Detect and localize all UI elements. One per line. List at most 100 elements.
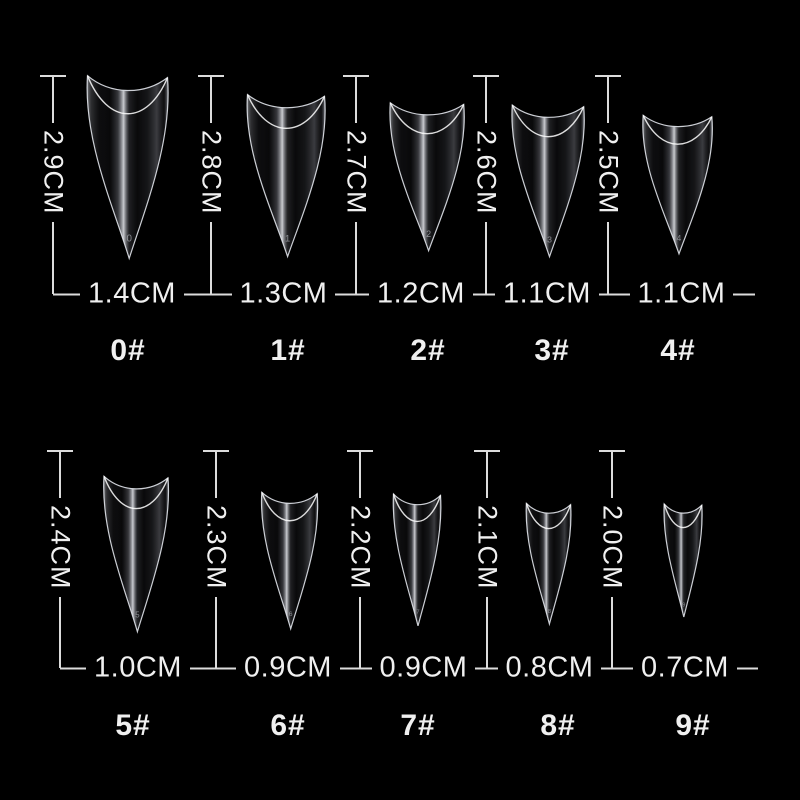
measure-tick	[40, 75, 66, 77]
length-measure-2: 2.7CM	[341, 75, 372, 294]
width-label: 1.1CM	[637, 277, 726, 310]
size-label-0: 0#	[110, 334, 146, 367]
width-measure-1: 1.3CM	[211, 277, 357, 310]
nail-well-rim	[248, 95, 325, 129]
measure-line-segment	[601, 667, 613, 669]
length-label: 2.8CM	[196, 130, 227, 215]
nail-tip-body	[526, 503, 571, 624]
width-label: 1.0CM	[94, 651, 182, 684]
measure-line-segment	[607, 221, 609, 294]
width-label: 0.7CM	[641, 651, 729, 684]
length-measure-3: 2.6CM	[471, 75, 502, 294]
width-label: 1.3CM	[239, 277, 328, 310]
measure-line-segment	[598, 293, 609, 295]
measure-line-segment	[487, 667, 498, 669]
length-measure-0: 2.9CM	[38, 75, 69, 294]
size-label-7: 7#	[400, 709, 436, 742]
nail-tip-body	[247, 95, 325, 257]
measure-tick	[599, 450, 625, 452]
measure-line-segment	[339, 667, 361, 669]
nail-tip-photo-9: 9	[663, 498, 703, 618]
measure-tick	[473, 75, 499, 77]
width-label: 0.9CM	[244, 651, 332, 684]
measure-tick	[343, 75, 369, 77]
measure-line-segment	[485, 221, 487, 294]
mold-digit: 0	[126, 234, 132, 245]
measure-line-segment	[53, 293, 81, 295]
nail-tip-body	[642, 115, 712, 254]
width-measure-2: 1.2CM	[356, 279, 487, 309]
length-label: 2.6CM	[471, 130, 502, 215]
length-label: 2.9CM	[38, 130, 69, 215]
measure-line-segment	[183, 293, 212, 295]
measure-line-segment	[472, 293, 487, 295]
width-measure-3: 1.1CM	[486, 277, 609, 310]
nail-well-rim	[394, 494, 441, 521]
nail-well-rim	[526, 503, 570, 528]
length-measure-8: 2.1CM	[472, 450, 503, 668]
measure-line-segment	[335, 293, 357, 295]
measure-line-segment	[360, 667, 372, 669]
measure-line-segment	[611, 596, 613, 668]
measure-line-segment	[736, 667, 759, 669]
measure-line-segment	[215, 596, 217, 668]
size-label-8: 8#	[540, 709, 576, 742]
nail-tip-photo-4: 4	[641, 108, 714, 255]
measure-line-segment	[210, 77, 212, 123]
length-label: 2.1CM	[472, 505, 503, 590]
width-label: 1.1CM	[503, 277, 591, 310]
length-label: 2.4CM	[45, 505, 76, 590]
measure-line-segment	[216, 667, 237, 669]
measure-line-segment	[486, 452, 488, 498]
nail-tip-photo-1: 1	[245, 86, 327, 258]
measure-line-segment	[211, 293, 232, 295]
size-label-6: 6#	[270, 709, 306, 742]
measure-line-segment	[210, 221, 212, 294]
mold-digit: 9	[682, 603, 685, 609]
nail-tip-body	[393, 494, 441, 626]
length-label: 2.7CM	[341, 130, 372, 215]
measure-line-segment	[52, 221, 54, 294]
nail-tip-body	[664, 504, 702, 617]
mold-digit: 8	[547, 609, 550, 615]
size-label-4: 4#	[660, 334, 696, 367]
nail-tip-photo-2: 2	[388, 95, 466, 252]
measure-line-segment	[608, 293, 630, 295]
nail-tip-photo-0: 0	[85, 66, 170, 260]
mold-digit: 4	[676, 233, 681, 243]
measure-line-segment	[486, 596, 488, 668]
nail-well-rim	[87, 76, 167, 114]
measure-line-segment	[359, 452, 361, 498]
measure-line-segment	[733, 293, 756, 295]
width-measure-4: 1.1CM	[608, 277, 756, 310]
size-label-9: 9#	[675, 709, 711, 742]
width-label: 1.4CM	[88, 277, 176, 310]
measure-tick	[474, 450, 500, 452]
width-measure-8: 0.8CM	[487, 653, 613, 683]
nail-tip-photo-7: 7	[392, 487, 442, 627]
nail-well-rim	[512, 105, 583, 137]
measure-tick	[47, 450, 73, 452]
mold-digit: 1	[285, 233, 290, 244]
measure-line-segment	[52, 77, 54, 123]
measure-line-segment	[486, 293, 496, 295]
measure-line-segment	[475, 667, 488, 669]
nail-well-rim	[261, 492, 316, 520]
nail-tip-body	[261, 492, 317, 629]
width-label: 0.9CM	[379, 651, 468, 684]
measure-tick	[203, 450, 229, 452]
width-measure-6: 0.9CM	[216, 651, 361, 684]
nail-well-rim	[643, 115, 712, 144]
nail-tip-body	[512, 105, 584, 257]
measure-tick	[595, 75, 621, 77]
mold-digit: 7	[416, 610, 419, 616]
nail-well-rim	[390, 103, 463, 134]
width-measure-0: 1.4CM	[53, 277, 212, 310]
measure-line-segment	[59, 596, 61, 668]
measure-line-segment	[612, 667, 634, 669]
length-measure-4: 2.5CM	[593, 75, 624, 294]
nail-tip-photo-5: 5	[102, 468, 170, 633]
measure-line-segment	[355, 77, 357, 123]
nail-tip-body	[87, 76, 168, 259]
nail-tip-body	[390, 103, 464, 251]
